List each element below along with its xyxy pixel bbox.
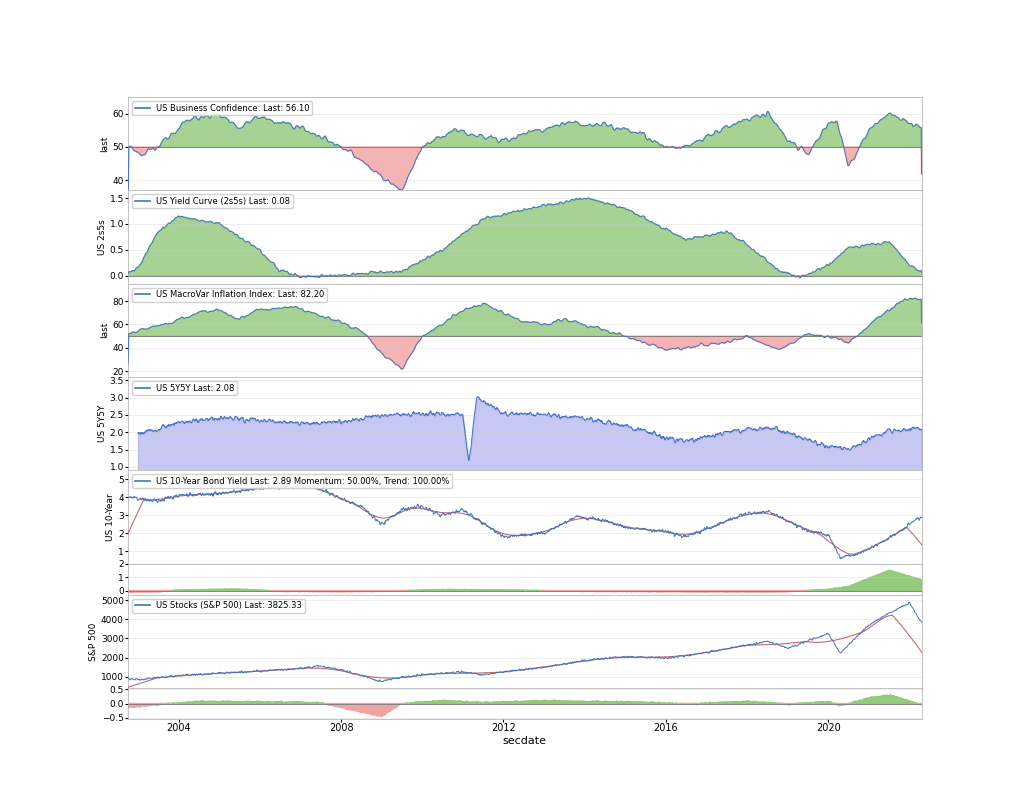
Legend: US 10-Year Bond Yield Last: 2.89 Momentum: 50.00%, Trend: 100.00%: US 10-Year Bond Yield Last: 2.89 Momentu… — [132, 474, 453, 488]
Legend: US Yield Curve (2s5s) Last: 0.08: US Yield Curve (2s5s) Last: 0.08 — [132, 195, 293, 208]
X-axis label: secdate: secdate — [503, 736, 547, 746]
Y-axis label: US 10-Year: US 10-Year — [106, 493, 116, 541]
Y-axis label: S&P 500: S&P 500 — [89, 622, 98, 660]
Legend: US Business Confidence: Last: 56.10: US Business Confidence: Last: 56.10 — [132, 101, 312, 115]
Y-axis label: last: last — [100, 136, 110, 152]
Legend: US MacroVar Inflation Index: Last: 82.20: US MacroVar Inflation Index: Last: 82.20 — [132, 288, 327, 301]
Legend: US Stocks (S&P 500) Last: 3825.33: US Stocks (S&P 500) Last: 3825.33 — [132, 599, 305, 612]
Y-axis label: last: last — [100, 322, 110, 339]
Legend: US 5Y5Y Last: 2.08: US 5Y5Y Last: 2.08 — [132, 381, 238, 395]
Y-axis label: US 5Y5Y: US 5Y5Y — [97, 405, 106, 442]
Y-axis label: US 2s5s: US 2s5s — [97, 219, 106, 255]
